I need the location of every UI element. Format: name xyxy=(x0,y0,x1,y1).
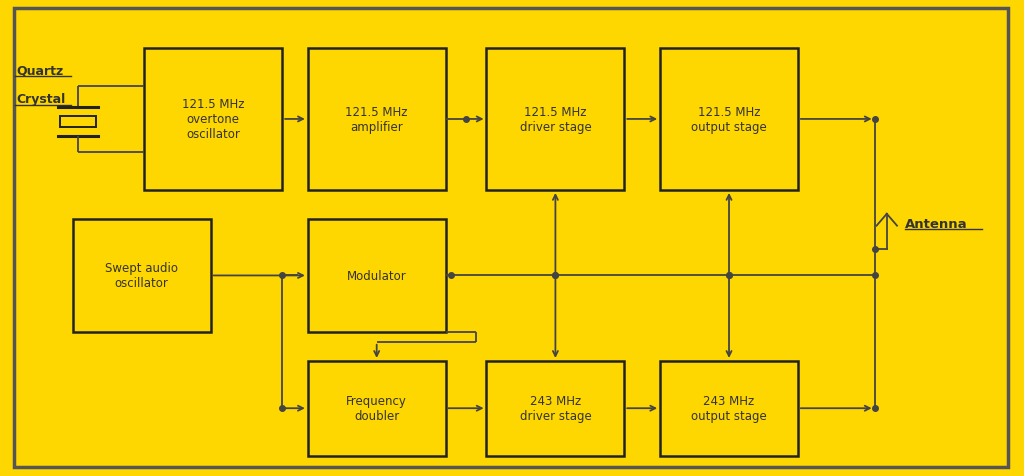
Text: 121.5 MHz
output stage: 121.5 MHz output stage xyxy=(691,106,767,134)
Text: Crystal: Crystal xyxy=(16,92,66,106)
Bar xyxy=(308,219,445,333)
Bar xyxy=(660,49,798,191)
Bar xyxy=(144,49,283,191)
Text: Modulator: Modulator xyxy=(347,269,407,282)
Text: Antenna: Antenna xyxy=(905,218,968,230)
Text: 121.5 MHz
amplifier: 121.5 MHz amplifier xyxy=(345,106,408,134)
Text: 243 MHz
output stage: 243 MHz output stage xyxy=(691,395,767,422)
Bar xyxy=(59,116,96,128)
Bar xyxy=(486,49,625,191)
Text: Frequency
doubler: Frequency doubler xyxy=(346,395,408,422)
Text: 243 MHz
driver stage: 243 MHz driver stage xyxy=(519,395,591,422)
Bar xyxy=(308,49,445,191)
Text: 121.5 MHz
driver stage: 121.5 MHz driver stage xyxy=(519,106,591,134)
Text: 121.5 MHz
overtone
oscillator: 121.5 MHz overtone oscillator xyxy=(182,98,245,141)
Text: Swept audio
oscillator: Swept audio oscillator xyxy=(105,262,178,290)
Text: Quartz: Quartz xyxy=(16,64,63,77)
Bar xyxy=(73,219,211,333)
Bar xyxy=(660,361,798,456)
Bar xyxy=(486,361,625,456)
Bar xyxy=(308,361,445,456)
